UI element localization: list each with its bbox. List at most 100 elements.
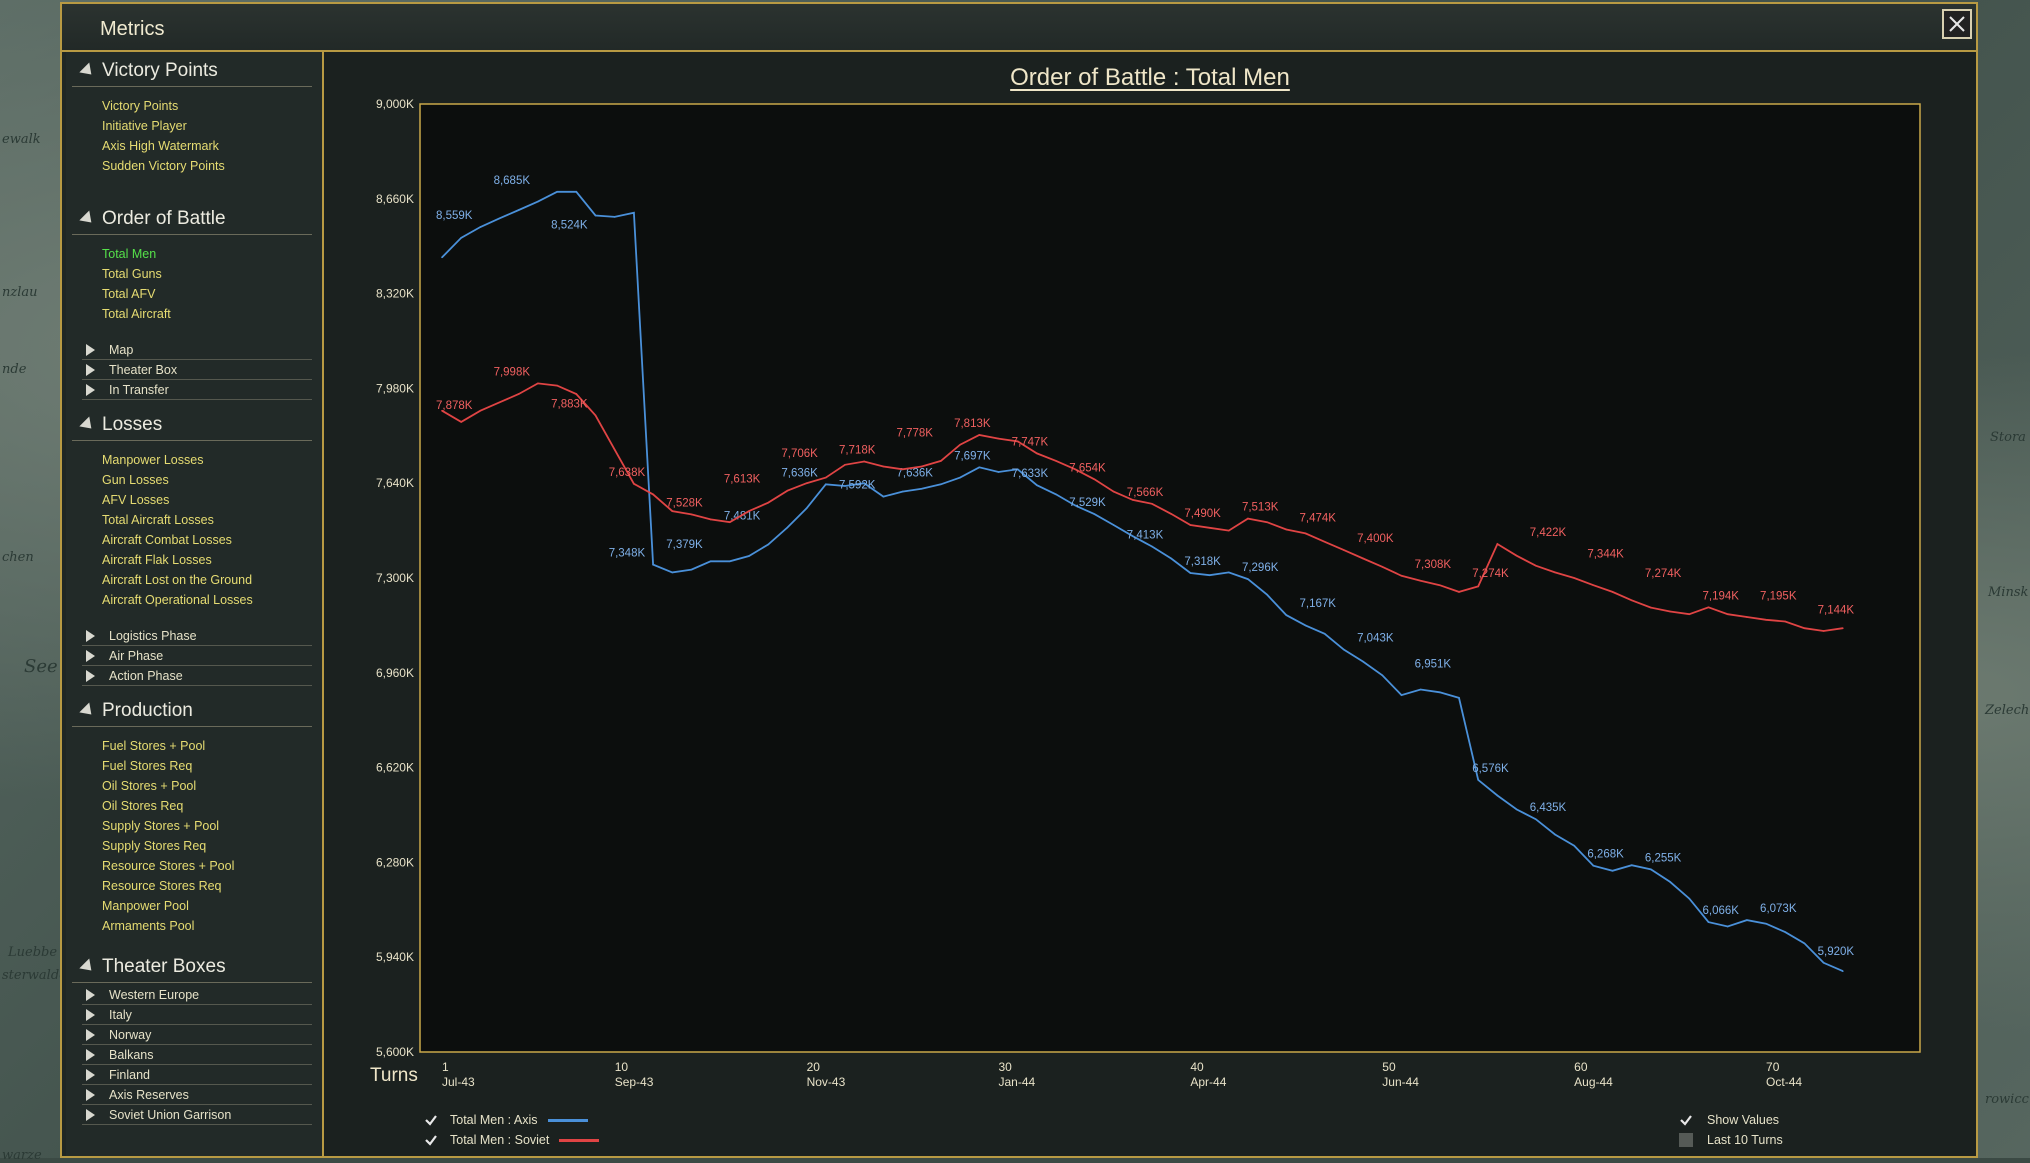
y-tick-label: 7,300K (376, 571, 414, 585)
option-last-10-turns[interactable]: Last 10 Turns (1679, 1130, 1783, 1150)
metric-item-total-afv[interactable]: Total AFV (102, 287, 156, 301)
section-header-losses[interactable]: Losses (72, 410, 312, 441)
data-point (1688, 613, 1691, 616)
subgroup-in-transfer[interactable]: In Transfer (82, 380, 312, 400)
metric-item-manpower-pool[interactable]: Manpower Pool (102, 899, 189, 913)
subgroup-balkans[interactable]: Balkans (82, 1045, 312, 1065)
section-header-order-of-battle[interactable]: Order of Battle (72, 204, 312, 235)
checkbox-empty-icon[interactable] (1679, 1133, 1693, 1147)
data-point (1304, 624, 1307, 627)
data-point (652, 493, 654, 496)
metric-item-resource-stores-req[interactable]: Resource Stores Req (102, 879, 222, 893)
data-point (1784, 620, 1787, 623)
subgroup-soviet-union-garrison[interactable]: Soviet Union Garrison (82, 1105, 312, 1125)
data-value-label: 7,474K (1300, 512, 1337, 524)
metric-item-aircraft-combat-losses[interactable]: Aircraft Combat Losses (102, 533, 232, 547)
metric-item-aircraft-flak-losses[interactable]: Aircraft Flak Losses (102, 553, 212, 567)
data-value-label: 7,043K (1357, 633, 1394, 645)
data-point (901, 468, 904, 471)
metric-item-oil-stores-pool[interactable]: Oil Stores + Pool (102, 779, 197, 793)
data-value-label: 7,697K (954, 450, 991, 462)
subgroup-western-europe[interactable]: Western Europe (82, 985, 312, 1005)
subgroup-air-phase[interactable]: Air Phase (82, 646, 312, 666)
subgroup-map[interactable]: Map (82, 340, 312, 360)
legend-item-total-men-soviet[interactable]: Total Men : Soviet (424, 1130, 600, 1150)
section-header-victory-points[interactable]: Victory Points (72, 56, 312, 87)
data-point (671, 510, 674, 512)
data-value-label: 7,706K (781, 448, 818, 460)
data-value-label: 7,529K (1069, 497, 1106, 509)
subgroup-axis-reserves[interactable]: Axis Reserves (82, 1085, 312, 1105)
metric-item-supply-stores-req[interactable]: Supply Stores Req (102, 839, 207, 853)
data-value-label: 7,318K (1184, 556, 1221, 568)
expand-triangle-icon (86, 383, 95, 396)
data-point (1074, 468, 1077, 471)
subgroup-italy[interactable]: Italy (82, 1005, 312, 1025)
metric-item-total-aircraft[interactable]: Total Aircraft (102, 307, 171, 321)
data-point (1419, 579, 1422, 582)
data-value-label: 7,344K (1587, 549, 1624, 561)
metric-item-resource-stores-pool[interactable]: Resource Stores + Pool (102, 859, 235, 873)
data-value-label: 7,490K (1184, 508, 1221, 520)
metric-item-manpower-losses[interactable]: Manpower Losses (102, 453, 204, 467)
x-tick-turn-label: 70 (1766, 1060, 1780, 1074)
checkbox-check-icon[interactable] (424, 1133, 438, 1147)
data-point (940, 483, 942, 486)
data-point (1822, 961, 1825, 964)
subgroup-action-phase[interactable]: Action Phase (82, 666, 312, 686)
metric-item-fuel-stores-pool[interactable]: Fuel Stores + Pool (102, 739, 206, 753)
metric-item-total-guns[interactable]: Total Guns (102, 267, 162, 281)
section-header-production[interactable]: Production (72, 696, 312, 727)
data-point (690, 513, 693, 516)
metric-item-fuel-stores-req[interactable]: Fuel Stores Req (102, 759, 193, 773)
option-show-values[interactable]: Show Values (1679, 1110, 1783, 1130)
metric-item-aircraft-operational-losses[interactable]: Aircraft Operational Losses (102, 593, 253, 607)
metric-item-supply-stores-pool[interactable]: Supply Stores + Pool (102, 819, 220, 833)
legend-swatch (547, 1118, 588, 1122)
metric-item-gun-losses[interactable]: Gun Losses (102, 473, 169, 487)
data-point (1477, 585, 1480, 588)
data-point (1458, 591, 1460, 593)
subgroup-finland[interactable]: Finland (82, 1065, 312, 1085)
subgroup-logistics-phase[interactable]: Logistics Phase (82, 626, 312, 646)
metric-item-victory-points[interactable]: Victory Points (102, 99, 179, 113)
data-value-label: 7,638K (609, 467, 646, 479)
checkbox-check-icon[interactable] (424, 1113, 438, 1127)
close-button[interactable] (1942, 9, 1972, 39)
data-point (460, 421, 462, 423)
data-value-label: 6,435K (1530, 802, 1567, 814)
legend-item-total-men-axis[interactable]: Total Men : Axis (424, 1110, 599, 1130)
data-point (1304, 532, 1307, 535)
y-tick-label: 7,980K (376, 381, 414, 395)
section-header-theater-boxes[interactable]: Theater Boxes (72, 952, 312, 983)
data-value-label: 7,636K (781, 467, 818, 479)
data-value-label: 7,633K (1012, 468, 1049, 480)
x-tick-date-label: Jun-44 (1382, 1075, 1419, 1089)
metric-item-total-men[interactable]: Total Men (102, 247, 157, 261)
checkbox-check-icon[interactable] (1679, 1113, 1693, 1127)
data-value-label: 7,379K (666, 539, 703, 551)
map-label: See (24, 656, 58, 677)
data-point (1573, 844, 1575, 847)
data-point (767, 543, 770, 546)
metric-item-axis-high-watermark[interactable]: Axis High Watermark (102, 139, 219, 153)
subgroup-norway[interactable]: Norway (82, 1025, 312, 1045)
data-point (537, 382, 539, 385)
data-point (1227, 529, 1230, 532)
metric-item-sudden-victory-points[interactable]: Sudden Victory Points (102, 159, 225, 173)
data-value-label: 7,167K (1300, 598, 1337, 610)
metrics-sidebar: Victory Points Victory Points Initiative P… (66, 52, 324, 1156)
data-point (613, 216, 616, 218)
metric-item-total-aircraft-losses[interactable]: Total Aircraft Losses (102, 513, 214, 527)
metric-item-armaments-pool[interactable]: Armaments Pool (102, 919, 195, 933)
metric-item-oil-stores-req[interactable]: Oil Stores Req (102, 799, 184, 813)
metric-item-aircraft-lost-on-the-ground[interactable]: Aircraft Lost on the Ground (102, 573, 253, 587)
data-value-label: 7,413K (1127, 529, 1164, 541)
metric-item-initiative-player[interactable]: Initiative Player (102, 119, 187, 133)
metric-item-afv-losses[interactable]: AFV Losses (102, 493, 170, 507)
data-point (441, 409, 443, 412)
collapse-triangle-icon (79, 702, 97, 720)
data-point (997, 437, 1000, 440)
data-value-label: 7,878K (436, 400, 473, 412)
subgroup-theater-box[interactable]: Theater Box (82, 360, 312, 380)
